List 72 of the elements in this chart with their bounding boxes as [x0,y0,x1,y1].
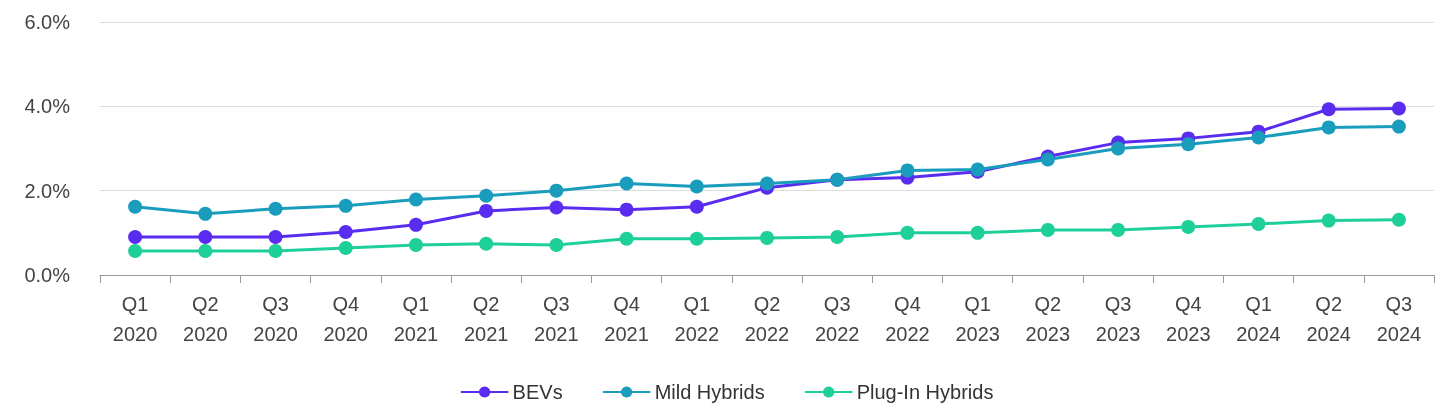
x-tick-label: Q2 2023 [1025,293,1071,345]
point [128,199,143,214]
point [479,236,494,251]
point [198,206,213,221]
point [1391,119,1406,134]
x-tick-label: Q4 2023 [1166,293,1211,345]
point [1251,130,1266,145]
point [268,201,283,216]
point [689,199,704,214]
x-tick-label: Q4 2020 [323,293,368,345]
x-tick-label: Q2 2022 [744,293,790,345]
point [619,176,634,191]
point [338,224,353,239]
legend-label: Plug-In Hybrids [856,381,994,403]
point [1040,222,1055,237]
point [549,238,564,253]
y-tick-label: 0.0% [24,264,71,286]
point [549,200,564,215]
point [408,217,423,232]
legend-label: BEVs [512,381,563,403]
x-tick-label: Q1 2021 [393,293,439,345]
point [1321,213,1336,228]
x-tick-label: Q1 2022 [674,293,720,345]
legend-label: Mild Hybrids [654,381,765,403]
point [268,243,283,258]
point [970,225,985,240]
point [268,230,283,245]
x-tick-label: Q4 2022 [885,293,930,345]
point [830,230,845,245]
point [1111,222,1126,237]
point [689,231,704,246]
x-tick-label: Q1 2020 [112,293,158,345]
point [198,243,213,258]
point [1391,101,1406,116]
point [479,203,494,218]
y-tick-label: 4.0% [24,95,71,118]
point [128,243,143,258]
point [549,183,564,198]
x-tick-label: Q3 2020 [253,293,298,345]
point [1321,102,1336,117]
y-tick-label: 6.0% [24,11,71,33]
point [1391,212,1406,227]
x-tick-label: Q3 2023 [1095,293,1141,345]
x-tick-label: Q1 2023 [955,293,1000,345]
point [900,163,915,178]
point [1321,120,1336,135]
x-tick-label: Q2 2024 [1306,293,1351,345]
point [760,176,774,191]
y-tick-label: 2.0% [24,179,71,202]
x-tick-label: Q3 2022 [814,293,860,345]
x-tick-label: Q4 2021 [604,293,649,345]
point [479,188,494,203]
point [1181,137,1196,152]
x-tick-label: Q3 2024 [1376,293,1422,345]
x-tick-label: Q3 2021 [534,293,579,345]
point [338,198,353,213]
x-tick-label: Q2 2021 [463,293,509,345]
point [198,230,213,245]
point [760,230,774,245]
point [619,231,634,246]
point [900,225,915,240]
point [338,241,353,256]
point [1181,219,1196,234]
point [408,238,423,253]
x-tick-label: Q2 2020 [183,293,228,345]
point [1251,216,1266,231]
point [1111,141,1126,156]
point [619,202,634,217]
point [128,230,143,245]
point [689,179,704,194]
point [408,192,423,207]
x-tick-label: Q1 2024 [1236,293,1281,345]
